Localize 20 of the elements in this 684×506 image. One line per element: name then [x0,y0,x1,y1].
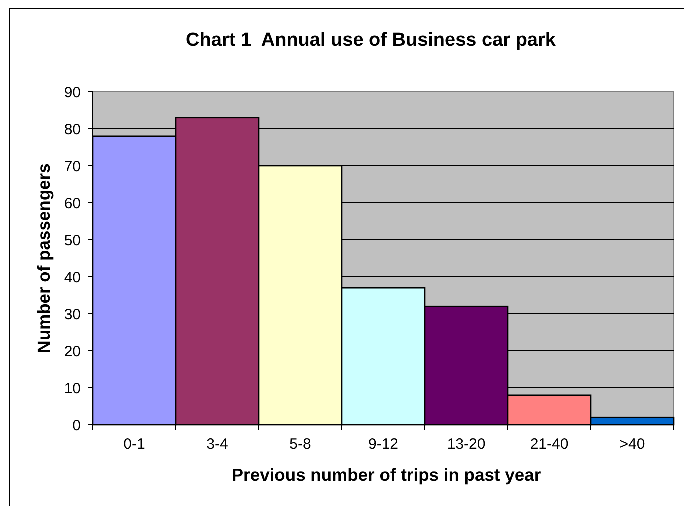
y-tick-label: 60 [64,195,81,212]
y-tick-label: 50 [64,232,81,250]
y-tick-label: 90 [64,84,81,102]
chart-title: Chart 1 Annual use of Business car park [186,30,556,51]
x-tick-label: 3-4 [206,436,228,453]
y-tick-label: 30 [64,306,81,324]
y-tick-label: 0 [72,417,81,434]
y-tick-label: 10 [64,380,81,398]
x-tick-label: 21-40 [530,436,569,453]
y-tick-label: 80 [64,121,81,138]
x-tick-label: >40 [620,436,646,453]
x-tick-label: 9-12 [368,436,399,453]
y-tick-label: 70 [64,158,81,176]
x-tick-label: 0-1 [124,436,146,453]
x-axis-title: Previous number of trips in past year [232,465,542,485]
y-tick-label: 40 [64,269,81,286]
x-tick-label: 5-8 [290,436,312,453]
x-tick-label: 13-20 [447,436,486,453]
y-axis-title: Number of passengers [34,163,54,354]
y-tick-label: 20 [64,343,81,360]
